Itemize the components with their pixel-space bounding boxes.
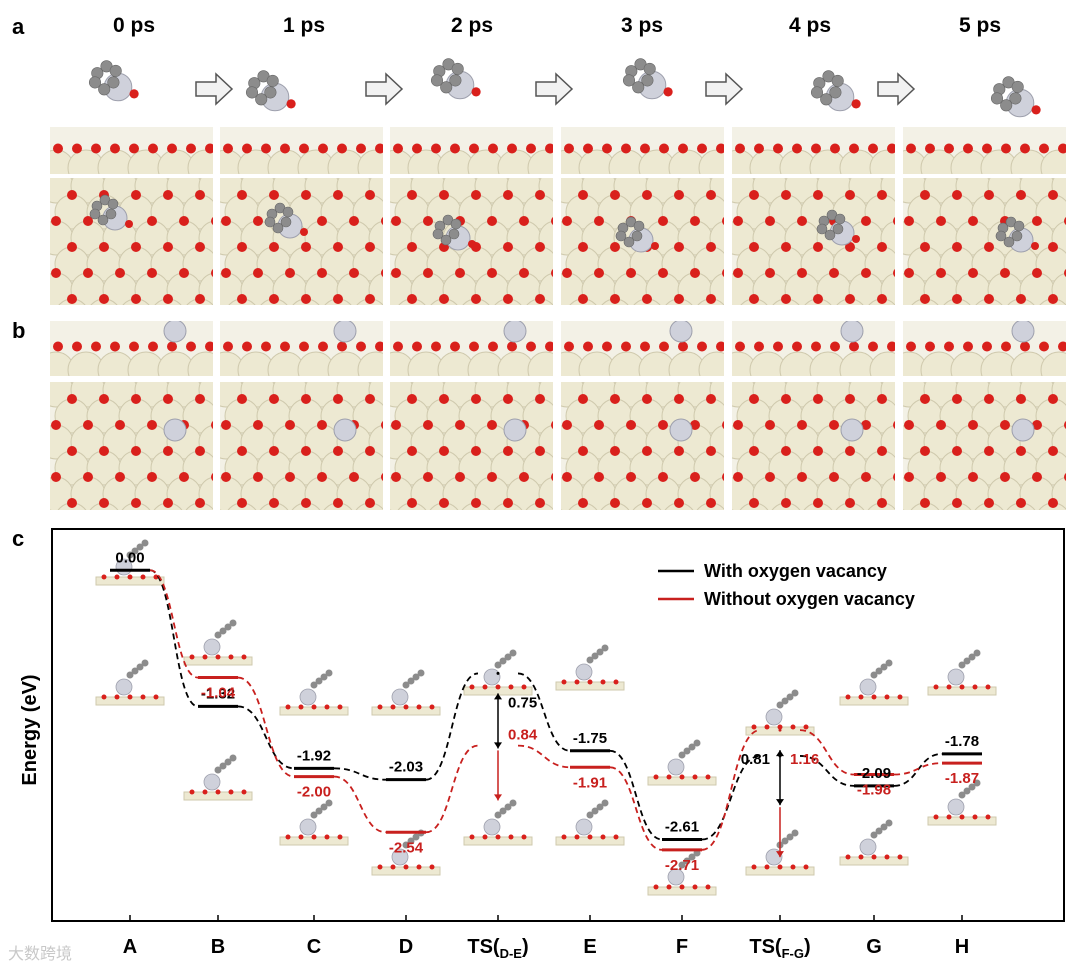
surface-slab-image [390, 382, 553, 510]
barrier-label-with: 0.81 [741, 751, 770, 768]
time-label-4: 4 ps [788, 14, 832, 37]
surface-slab-image [732, 382, 895, 510]
time-label-5: 5 ps [958, 14, 1002, 37]
time-label-2: 2 ps [450, 14, 494, 37]
x-tick-label: H [955, 936, 969, 958]
surface-slab-image [903, 382, 1066, 510]
surface-slab-image [903, 321, 1066, 376]
surface-slab-image [732, 178, 895, 305]
value-label: -2.00 [297, 784, 331, 801]
surface-slab-image [903, 178, 1066, 305]
surface-slab-image [561, 321, 724, 376]
curve-with-vacancy [149, 569, 943, 841]
panel-label-b: b [12, 318, 26, 343]
ts-point [496, 671, 500, 675]
time-label-0: 0 ps [112, 14, 156, 37]
surface-slab-image [903, 127, 1066, 174]
adsorbate-sketch [927, 779, 997, 826]
adsorbate-sketch [555, 799, 625, 846]
surface-slab-image [732, 321, 895, 376]
curve-without-vacancy [149, 569, 943, 851]
value-label: -1.98 [857, 782, 891, 799]
plot-frame [51, 528, 1065, 922]
value-label: -1.87 [945, 770, 979, 787]
adsorbate-sketch [279, 669, 349, 716]
x-tick-label: G [866, 936, 882, 958]
surface-slab-image [220, 382, 383, 510]
adsorbate-sketch [745, 829, 815, 876]
energy-profile-chart: Energy (eV) With oxygen vacancy Without … [19, 528, 1065, 961]
x-tick-label: A [123, 936, 137, 958]
adsorbate-sketch [839, 819, 909, 866]
x-tick-label: E [583, 936, 596, 958]
time-label-1: 1 ps [282, 14, 326, 37]
flow-arrow-icon [365, 72, 404, 106]
surface-slab-image [561, 382, 724, 510]
adsorbate-sketch [647, 739, 717, 786]
ts-point [778, 728, 782, 732]
x-tick-label: C [307, 936, 321, 958]
x-tick-label: D [399, 936, 413, 958]
surface-slab-image [390, 127, 553, 174]
adsorbate-sketch [463, 649, 533, 696]
barrier-label-with: 0.75 [508, 694, 537, 711]
legend-label-without: Without oxygen vacancy [704, 589, 915, 609]
value-label: -1.92 [297, 747, 331, 764]
value-label: -2.54 [389, 839, 424, 856]
surface-slab-image [50, 382, 213, 510]
flow-arrow-icon [877, 72, 916, 106]
surface-slab-image [561, 178, 724, 305]
x-tick-label: TS(D-E) [467, 936, 528, 961]
value-label: -2.61 [665, 819, 699, 836]
value-label: -1.75 [573, 730, 607, 747]
x-tick-label: B [211, 936, 225, 958]
value-label: 0.00 [115, 549, 144, 566]
watermark: 大数跨境 [8, 946, 73, 963]
surface-slab-image [732, 127, 895, 174]
value-label: -1.04 [201, 685, 236, 702]
barrier-label-without: 1.16 [790, 751, 819, 768]
surface-slab-image [390, 321, 553, 376]
surface-slab-image [220, 127, 383, 174]
surface-slab-image [220, 178, 383, 305]
surface-slab-image [50, 127, 213, 174]
surface-slab-image [50, 321, 213, 376]
flow-arrow-icon [195, 72, 234, 106]
time-label-3: 3 ps [620, 14, 664, 37]
value-label: -1.32 [201, 685, 235, 702]
surface-slab-image [220, 321, 383, 376]
adsorbate-sketch [647, 849, 717, 896]
legend-label-with: With oxygen vacancy [704, 561, 887, 581]
surface-slab-image [50, 178, 213, 305]
adsorbate-sketch [95, 659, 165, 706]
y-axis-label: Energy (eV) [19, 674, 41, 785]
value-label: -1.78 [945, 733, 979, 750]
adsorbate-sketch [745, 689, 815, 736]
adsorbate-sketch [183, 619, 253, 666]
molecule-snapshots [88, 58, 1041, 118]
adsorbate-sketch [371, 669, 441, 716]
panel-label-a: a [12, 14, 25, 39]
surface-slab-image [390, 178, 553, 305]
value-label: -2.71 [665, 857, 699, 874]
value-label: -2.03 [389, 759, 423, 776]
adsorbate-sketch [555, 644, 625, 691]
x-tick-label: F [676, 936, 688, 958]
flow-arrow-icon [705, 72, 744, 106]
adsorbate-sketch [183, 754, 253, 801]
flow-arrow-icon [535, 72, 574, 106]
adsorbate-sketch [927, 649, 997, 696]
adsorbate-sketch [279, 799, 349, 846]
value-label: -1.91 [573, 774, 607, 791]
surface-slab-image [561, 127, 724, 174]
adsorbate-sketch [463, 799, 533, 846]
adsorbate-sketch [839, 659, 909, 706]
value-label: -2.09 [857, 765, 891, 782]
barrier-label-without: 0.84 [508, 726, 538, 743]
x-tick-label: TS(F-G) [749, 936, 810, 961]
panel-label-c: c [12, 526, 25, 551]
legend: With oxygen vacancy Without oxygen vacan… [658, 561, 915, 609]
